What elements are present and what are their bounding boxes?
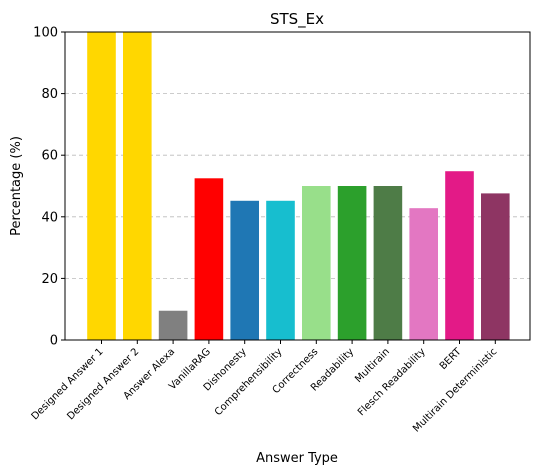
chart-title: STS_Ex bbox=[270, 10, 324, 29]
y-axis-title: Percentage (%) bbox=[9, 136, 24, 236]
bar bbox=[481, 193, 510, 340]
x-tick-label: Designed Answer 1 bbox=[30, 346, 106, 422]
bar bbox=[87, 32, 116, 340]
x-tick-label: BERT bbox=[438, 346, 464, 372]
bar bbox=[266, 200, 295, 340]
y-axis-ticks: 0 20 40 60 80 100 bbox=[33, 26, 65, 349]
y-tick-label: 60 bbox=[41, 149, 58, 164]
x-tick-label: Designed Answer 2 bbox=[65, 346, 141, 422]
bar bbox=[337, 186, 367, 340]
bar bbox=[373, 186, 403, 340]
x-tick-label: Flesch Readability bbox=[356, 346, 428, 418]
bar bbox=[409, 208, 438, 340]
bar bbox=[302, 186, 331, 340]
plot-frame bbox=[64, 31, 531, 341]
y-tick-label: 20 bbox=[41, 272, 58, 287]
y-tick-label: 100 bbox=[33, 26, 58, 41]
x-axis-title: Answer Type bbox=[256, 451, 338, 466]
bar bbox=[230, 200, 259, 340]
x-tick-label: Comprehensibility bbox=[213, 346, 285, 418]
bar bbox=[194, 178, 224, 340]
y-tick-label: 0 bbox=[50, 334, 58, 349]
y-tick-label: 40 bbox=[41, 210, 58, 225]
bar bbox=[123, 32, 152, 340]
y-tick-label: 80 bbox=[41, 87, 58, 102]
bar bbox=[445, 171, 474, 340]
bar bbox=[158, 310, 188, 340]
bars bbox=[87, 32, 510, 340]
